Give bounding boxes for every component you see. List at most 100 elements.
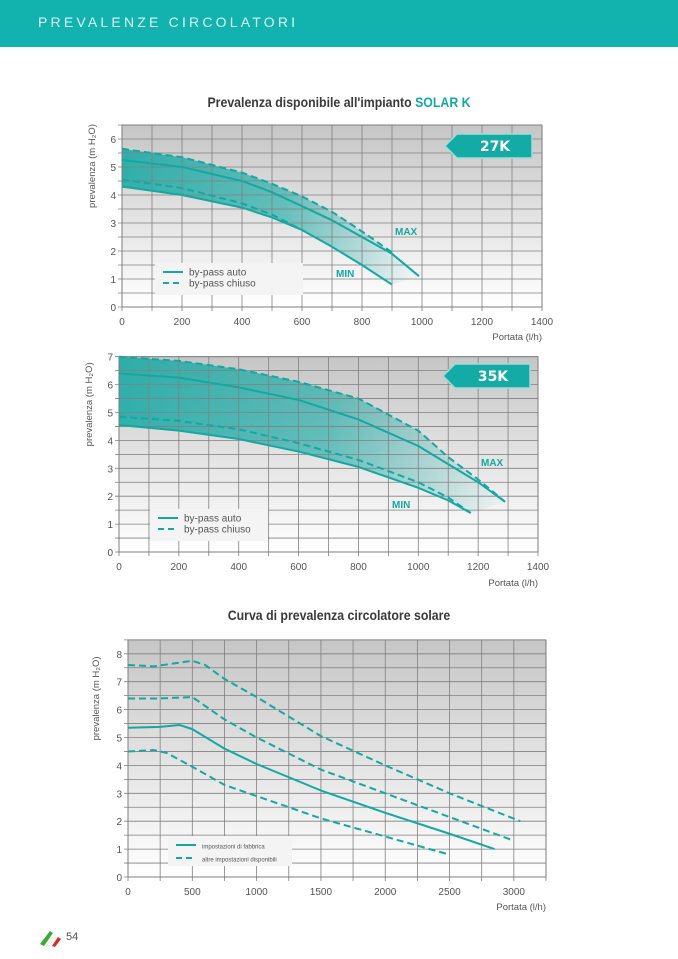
x-tick-label: 1000 <box>245 887 268 898</box>
y-tick-label: 6 <box>116 706 122 717</box>
x-tick-label: 400 <box>230 562 247 573</box>
x-tick-label: 0 <box>125 887 131 898</box>
chart-title-solar-k: Prevalenza disponibile all'impianto SOLA… <box>41 94 638 110</box>
model-badge: 35K <box>441 363 531 389</box>
legend-label: by-pass auto <box>189 268 247 279</box>
legend-label: by-pass chiuso <box>184 525 251 536</box>
x-tick-label: 1000 <box>411 317 434 328</box>
chart-3: 0 500 1000 1500 2000 2500 3000 0 1 2 3 4 5 6 7 8 Portata… <box>91 639 547 913</box>
x-tick-label: 1200 <box>467 562 490 573</box>
model-badge: 27K <box>443 133 533 159</box>
curve-label-min: MIN <box>336 269 354 280</box>
chart-legend: impostazioni di fabbrica altre impostazio… <box>168 836 292 866</box>
series-line-min-dashed <box>118 415 472 514</box>
legend-label: by-pass chiuso <box>189 279 256 290</box>
x-tick-label: 0 <box>119 317 125 328</box>
x-axis-label: Portata (l/h) <box>496 902 546 913</box>
y-tick-label: 3 <box>110 219 116 230</box>
series-line-max-dashed <box>121 147 393 254</box>
x-tick-label: 1400 <box>527 562 550 573</box>
x-tick-label: 400 <box>234 317 251 328</box>
y-tick-label: 2 <box>110 247 116 258</box>
curve-label-min: MIN <box>392 500 410 511</box>
x-tick-label: 1000 <box>407 562 430 573</box>
y-tick-label: 0 <box>107 548 113 559</box>
y-tick-label: 7 <box>107 353 113 364</box>
chart-title-accent: SOLAR K <box>415 94 471 110</box>
y-tick-label: 0 <box>110 303 116 314</box>
curve-label-max: MAX <box>395 227 418 238</box>
curve-label-max: MAX <box>481 458 504 469</box>
chart-1: 0 200 400 600 800 1000 1200 1400 0 1 2 3 4 5 6 Portata … <box>87 124 554 343</box>
y-tick-label: 5 <box>110 163 116 174</box>
badge-label: 35K <box>478 369 509 385</box>
x-axis-label: Portata (l/h) <box>488 578 538 589</box>
y-tick-label: 1 <box>110 275 116 286</box>
legend-background <box>168 836 292 866</box>
x-tick-label: 2000 <box>374 887 397 898</box>
y-tick-label: 1 <box>116 845 122 856</box>
y-tick-label: 7 <box>116 678 122 689</box>
y-tick-label: 4 <box>107 436 113 447</box>
series-line-max-solid <box>118 372 506 503</box>
series-line-min-solid <box>118 424 472 514</box>
x-tick-label: 600 <box>294 317 311 328</box>
y-tick-label: 0 <box>116 873 122 884</box>
chart-title-solar-curve: Curva di prevalenza circolatore solare <box>227 607 451 623</box>
y-tick-label: 4 <box>116 761 122 772</box>
legend-label: by-pass auto <box>184 514 242 525</box>
x-tick-label: 2500 <box>438 887 461 898</box>
y-tick-label: 6 <box>110 135 116 146</box>
x-tick-label: 1500 <box>310 887 333 898</box>
plot-border <box>127 639 547 878</box>
y-tick-label: 3 <box>116 789 122 800</box>
x-tick-label: 3000 <box>503 887 526 898</box>
legend-background <box>150 509 268 541</box>
badge-arrow-shape <box>441 363 531 389</box>
x-axis-label: Portata (l/h) <box>492 332 542 343</box>
y-axis-label: prevalenza (m H₂O) <box>87 124 98 208</box>
chart-2: 0 200 400 600 800 1000 1200 1400 0 1 2 3 4 5 6 7 Portata… <box>84 353 550 589</box>
x-tick-label: 200 <box>171 562 188 573</box>
y-tick-label: 3 <box>107 464 113 475</box>
y-tick-label: 1 <box>107 520 113 531</box>
y-tick-label: 6 <box>107 381 113 392</box>
x-tick-label: 800 <box>354 317 371 328</box>
series-line-max-solid <box>121 159 420 277</box>
y-tick-label: 2 <box>107 492 113 503</box>
series-line-solid <box>127 723 495 851</box>
legend-background <box>155 263 303 295</box>
series-line-max-dashed <box>118 355 506 503</box>
y-tick-label: 4 <box>110 191 116 202</box>
y-tick-label: 2 <box>116 817 122 828</box>
x-tick-label: 200 <box>174 317 191 328</box>
x-tick-label: 1200 <box>471 317 494 328</box>
series-line-min-dashed <box>121 178 303 231</box>
y-tick-label: 5 <box>116 734 122 745</box>
y-axis-label: prevalenza (m H₂O) <box>84 362 95 446</box>
legend-label: impostazioni di fabbrica <box>202 845 265 851</box>
page-number: 54 <box>66 931 79 943</box>
series-line-dashed <box>127 659 521 823</box>
y-tick-label: 5 <box>107 409 113 420</box>
section-header-title: PREVALENZE CIRCOLATORI <box>38 14 299 30</box>
x-tick-label: 800 <box>350 562 367 573</box>
series-line-min-solid <box>121 185 393 286</box>
chart-title-text: Prevalenza disponibile all'impianto <box>207 94 416 110</box>
plot-border <box>121 124 543 308</box>
italian-flag-stripes-icon <box>40 931 61 947</box>
x-tick-label: 500 <box>184 887 201 898</box>
badge-arrow-shape <box>443 133 533 159</box>
y-axis-label: prevalenza (m H₂O) <box>91 656 102 740</box>
x-tick-label: 1400 <box>531 317 554 328</box>
x-tick-label: 0 <box>116 562 122 573</box>
series-line-dashed <box>127 749 450 856</box>
operating-range-fill <box>119 356 506 513</box>
badge-label: 27K <box>480 139 511 155</box>
x-tick-label: 600 <box>290 562 307 573</box>
section-header-bar: PREVALENZE CIRCOLATORI <box>0 0 678 47</box>
